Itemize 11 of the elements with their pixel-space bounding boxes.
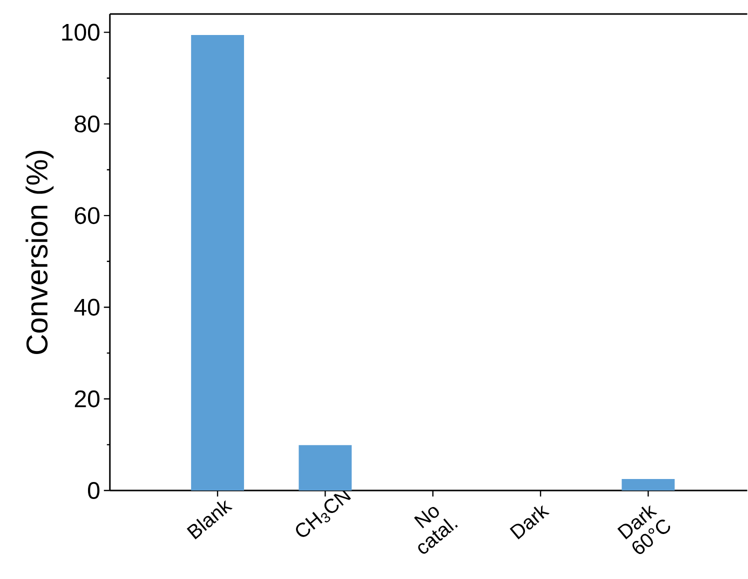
y-tick-label: 40	[74, 298, 100, 316]
bar	[622, 478, 675, 490]
y-tick-label: 20	[74, 390, 100, 408]
bar	[191, 34, 244, 490]
y-tick-label: 0	[88, 482, 100, 499]
x-tick-label: CH$_{3}$CN	[296, 488, 351, 537]
y-tick-label: 60	[74, 206, 100, 224]
y-axis-title: Conversion (%)	[26, 150, 54, 354]
bar	[298, 444, 352, 490]
y-tick-label: 80	[74, 115, 100, 132]
y-tick-label: 100	[62, 24, 100, 41]
